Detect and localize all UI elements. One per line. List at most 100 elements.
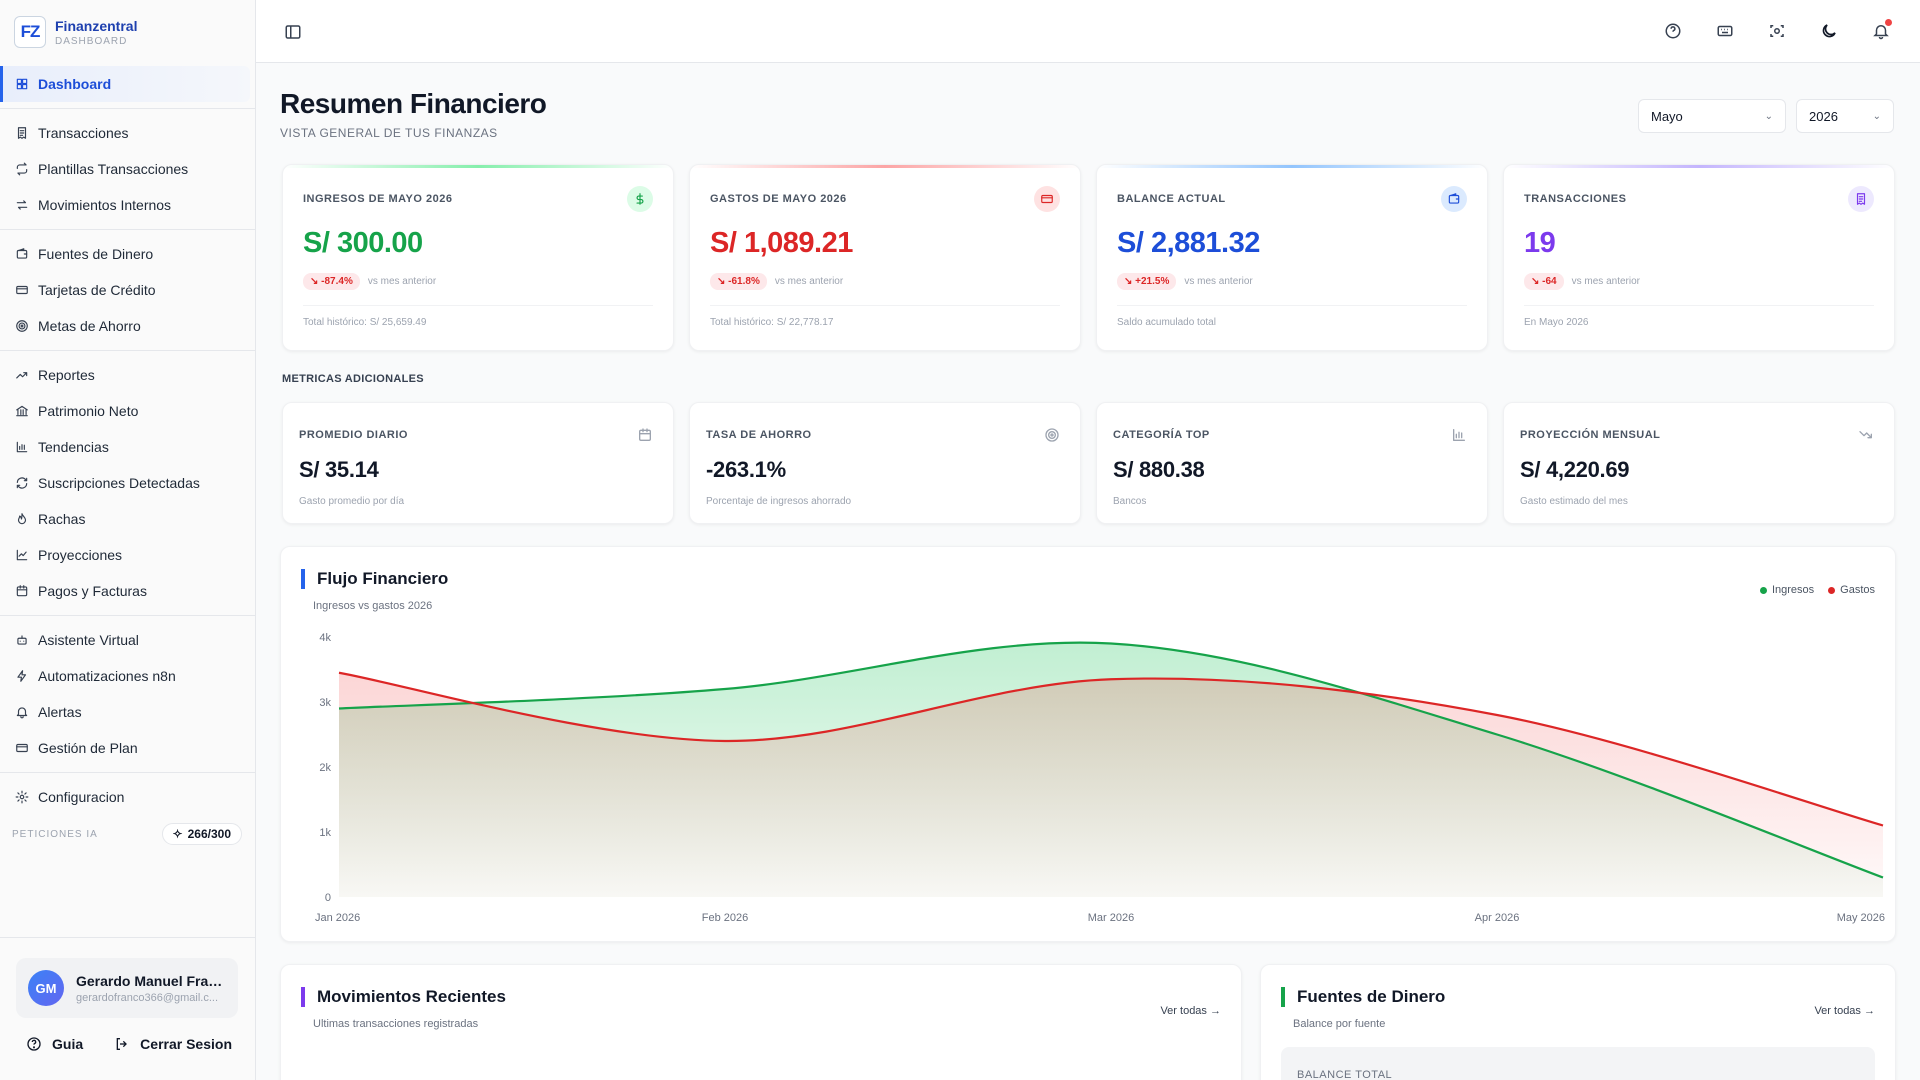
sidebar-item-label: Alertas: [38, 704, 82, 720]
legend-item-ingresos[interactable]: Ingresos: [1759, 584, 1814, 596]
target-icon: [16, 320, 28, 332]
divider: [0, 772, 256, 773]
metric-value: S/ 4,220.69: [1520, 457, 1630, 482]
brand[interactable]: FZ Finanzentral DASHBOARD: [14, 14, 137, 50]
keyboard-button[interactable]: [1712, 18, 1738, 44]
year-select-value: 2026: [1809, 108, 1838, 124]
grid-icon: [16, 78, 28, 90]
logout-button[interactable]: Cerrar Sesion: [104, 1030, 242, 1058]
scan-button[interactable]: [1764, 18, 1790, 44]
divider: [0, 350, 256, 351]
theme-toggle-button[interactable]: [1816, 18, 1842, 44]
sidebar-item-movimientos-internos[interactable]: Movimientos Internos: [0, 187, 256, 223]
sidebar-item-gestión-de-plan[interactable]: Gestión de Plan: [0, 730, 256, 766]
sidebar-item-pagos-y-facturas[interactable]: Pagos y Facturas: [0, 573, 256, 609]
divider: [710, 305, 1060, 306]
bar-chart-icon: [1453, 429, 1465, 441]
keyboard-icon: [1717, 25, 1733, 37]
sidebar-item-automatizaciones-n8n[interactable]: Automatizaciones n8n: [0, 658, 256, 694]
sidebar-item-reportes[interactable]: Reportes: [0, 357, 256, 393]
user-card[interactable]: GM Gerardo Manuel Fran... gerardofranco3…: [16, 958, 238, 1018]
sidebar-item-asistente-virtual[interactable]: Asistente Virtual: [0, 622, 256, 658]
legend-label: Gastos: [1840, 584, 1875, 596]
sidebar-item-transacciones[interactable]: Transacciones: [0, 115, 256, 151]
kpi-label: GASTOS DE MAYO 2026: [710, 193, 847, 205]
credit-card-icon: [16, 743, 28, 753]
recent-movements-title: Movimientos Recientes: [301, 987, 506, 1007]
metric-footnote: Bancos: [1113, 496, 1147, 507]
sidebar-item-label: Metas de Ahorro: [38, 318, 141, 334]
sidebar-item-label: Suscripciones Detectadas: [38, 475, 200, 491]
change-caption: vs mes anterior: [367, 276, 437, 287]
kpi-icon: [627, 186, 653, 212]
sidebar-item-plantillas-transacciones[interactable]: Plantillas Transacciones: [0, 151, 256, 187]
sidebar-item-label: Reportes: [38, 367, 95, 383]
notifications-button[interactable]: [1868, 18, 1894, 44]
wallet-icon: [16, 248, 28, 259]
kpi-card: TRANSACCIONES 19 ↘ -64 vs mes anterior En Ma…: [1503, 164, 1895, 351]
sparkles-icon: ✧: [172, 827, 183, 841]
x-tick-label: May 2026: [1837, 912, 1885, 924]
legend-swatch: [1759, 586, 1767, 594]
sidebar-item-label: Rachas: [38, 511, 86, 527]
metric-footnote: Gasto estimado del mes: [1520, 496, 1628, 507]
kpi-value: S/ 300.00: [303, 227, 423, 259]
sidebar-item-patrimonio-neto[interactable]: Patrimonio Neto: [0, 393, 256, 429]
logout-icon: [116, 1038, 128, 1050]
calendar-icon: [639, 428, 651, 441]
metric-card: PROYECCIÓN MENSUAL S/ 4,220.69 Gasto estim…: [1503, 402, 1895, 524]
kpi-footnote: Total histórico: S/ 22,778.17: [710, 317, 834, 328]
sidebar-item-dashboard[interactable]: Dashboard: [0, 66, 250, 102]
gear-icon: [15, 790, 29, 804]
recent-view-all-link[interactable]: Ver todas →: [1160, 1005, 1221, 1017]
sidebar-item-configuracion[interactable]: Configuracion: [0, 779, 256, 815]
legend-item-gastos[interactable]: Gastos: [1828, 584, 1875, 596]
card-icon: [1041, 194, 1053, 204]
kpi-card: INGRESOS DE MAYO 2026 S/ 300.00 ↘ -87.4% vs…: [282, 164, 674, 351]
help-button[interactable]: [1660, 18, 1686, 44]
sidebar-item-label: Plantillas Transacciones: [38, 161, 189, 177]
wallet-icon: [1448, 193, 1460, 204]
trending-up-icon: [16, 372, 28, 379]
year-select[interactable]: 2026 ⌄: [1796, 99, 1894, 133]
ia-requests-count: 266/300: [187, 827, 231, 841]
metric-footnote: Porcentaje de ingresos ahorrado: [706, 496, 852, 507]
refresh-icon: [16, 477, 28, 489]
x-tick-label: Apr 2026: [1475, 912, 1520, 924]
sidebar-item-tarjetas-de-crédito[interactable]: Tarjetas de Crédito: [0, 272, 256, 308]
guide-button[interactable]: Guia: [16, 1030, 93, 1058]
trending-down-icon: [1859, 431, 1872, 439]
sources-view-all-link[interactable]: Ver todas →: [1814, 1005, 1875, 1017]
sidebar-item-label: Tarjetas de Crédito: [38, 282, 156, 298]
sidebar-item-metas-de-ahorro[interactable]: Metas de Ahorro: [0, 308, 256, 344]
y-tick-label: 4k: [319, 632, 331, 644]
flow-chart: 0 1k 2k 3k 4k Jan 2026 Feb 2026 Mar 2026 Apr 202…: [315, 632, 1885, 924]
arrows-icon: [16, 200, 28, 210]
x-tick-label: Feb 2026: [702, 912, 748, 924]
month-select[interactable]: Mayo ⌄: [1638, 99, 1786, 133]
sidebar-item-rachas[interactable]: Rachas: [0, 501, 256, 537]
change-badge: ↘ -61.8%: [710, 273, 767, 290]
divider: [1117, 305, 1467, 306]
flow-chart-subtitle: Ingresos vs gastos 2026: [313, 600, 433, 612]
legend-swatch: [1828, 586, 1836, 594]
sidebar-toggle-icon[interactable]: [284, 23, 302, 41]
accent-bar: [1097, 165, 1487, 168]
metric-card: TASA DE AHORRO -263.1% Porcentaje de ingre…: [689, 402, 1081, 524]
kpi-label: BALANCE ACTUAL: [1117, 193, 1226, 205]
kpi-label: INGRESOS DE MAYO 2026: [303, 193, 453, 205]
sidebar-item-suscripciones-detectadas[interactable]: Suscripciones Detectadas: [0, 465, 256, 501]
repeat-icon: [16, 162, 28, 176]
target-icon: [1045, 428, 1059, 442]
logout-label: Cerrar Sesion: [140, 1036, 232, 1052]
sidebar-item-alertas[interactable]: Alertas: [0, 694, 256, 730]
dollar-icon: [636, 193, 644, 205]
sidebar-item-tendencias[interactable]: Tendencias: [0, 429, 256, 465]
credit-card-icon: [16, 285, 28, 295]
sidebar-item-proyecciones[interactable]: Proyecciones: [0, 537, 256, 573]
kpi-icon: [1848, 186, 1874, 212]
line-gastos: [338, 671, 1884, 827]
money-sources-subtitle: Balance por fuente: [1293, 1018, 1386, 1030]
kpi-value: S/ 1,089.21: [710, 227, 853, 259]
sidebar-item-fuentes-de-dinero[interactable]: Fuentes de Dinero: [0, 236, 256, 272]
